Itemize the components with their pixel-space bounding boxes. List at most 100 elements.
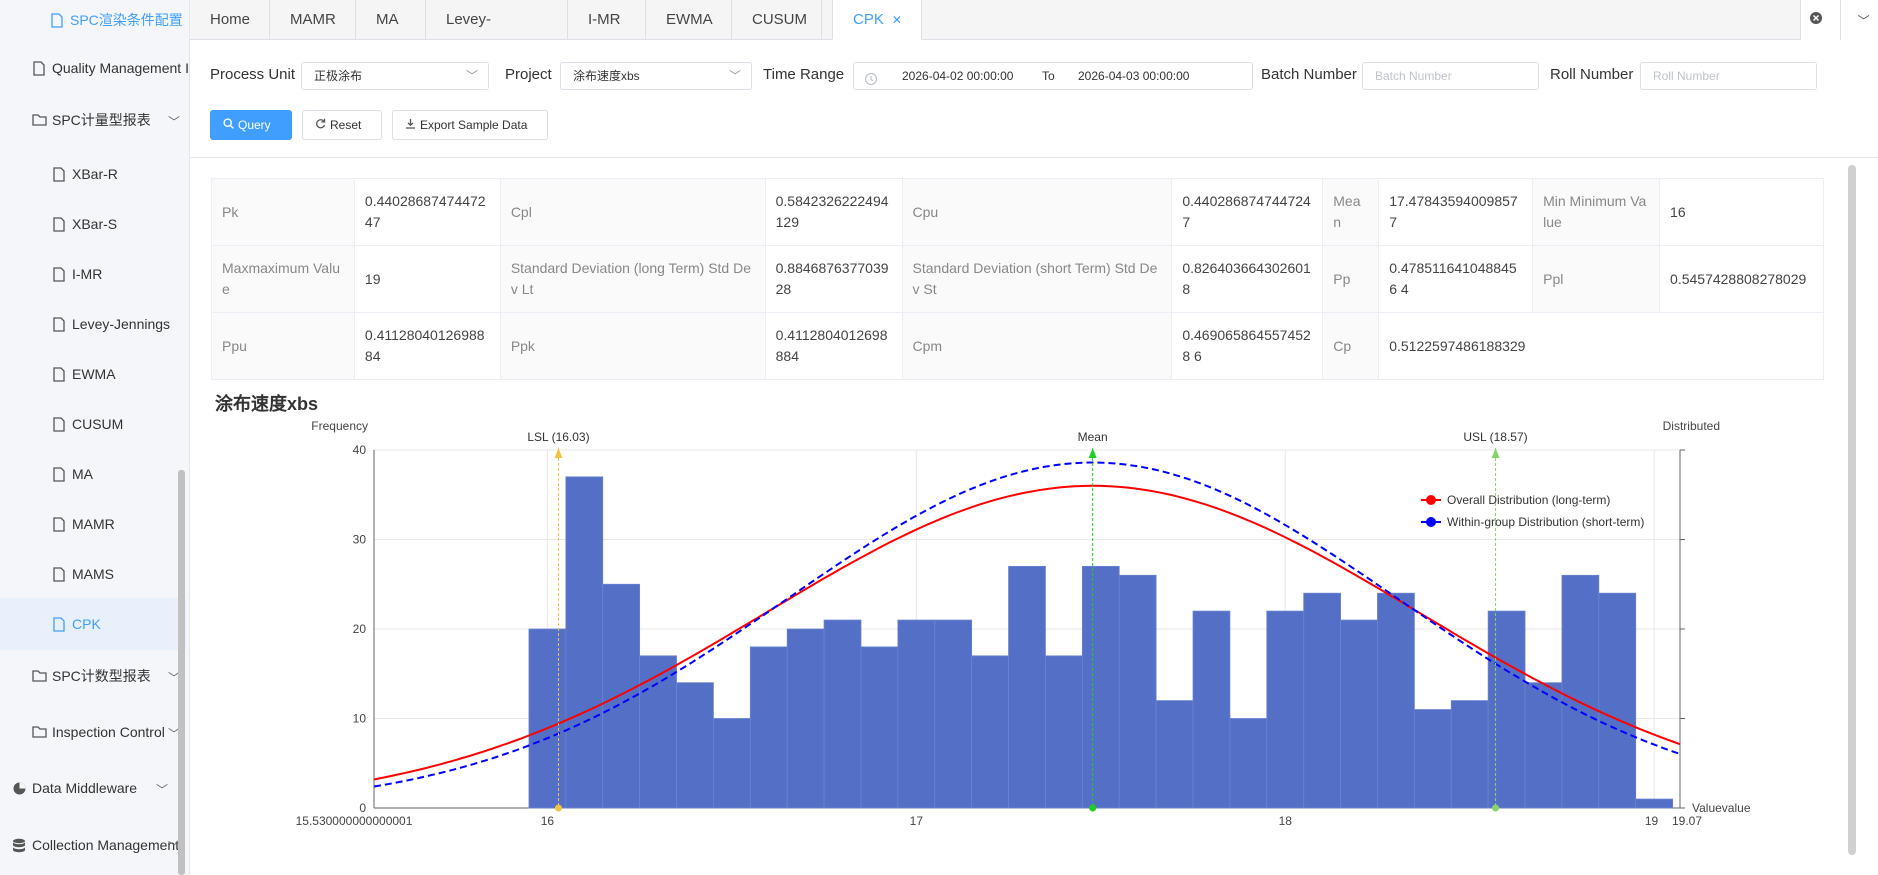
marker-dot (1089, 804, 1097, 812)
histogram-bar (1450, 700, 1489, 809)
chevron-down-icon: ﹀ (155, 783, 168, 797)
tab-label: EWMA (666, 11, 713, 28)
tab-cusum[interactable]: CUSUM (732, 0, 822, 40)
stat-key: Cpm (901, 312, 1173, 380)
stat-value: 0.5842326222494129 (764, 178, 903, 246)
tab-levey-jennings[interactable]: Levey-Jennings (426, 0, 568, 68)
time-start[interactable]: 2026-04-02 00:00:00 (902, 69, 1014, 83)
pie-chart-icon (12, 781, 26, 796)
histogram-bar (749, 646, 788, 809)
sidebar-group-collection-management[interactable]: Collection Management ﹀ (12, 825, 182, 865)
sidebar-item-levey-jennings[interactable]: Levey-Jennings (52, 304, 189, 344)
stat-key: Cpu (901, 178, 1173, 246)
search-icon (223, 111, 234, 139)
document-icon (52, 216, 66, 232)
sidebar-item-i-mr[interactable]: I-MR (52, 254, 189, 294)
process-unit-value: 正极涂布 (314, 69, 363, 83)
project-select[interactable]: 涂布速度xbs ﹀ (560, 62, 752, 90)
sidebar-item-label: Levey-Jennings (72, 316, 171, 332)
sidebar-item-xbar-s[interactable]: XBar-S (52, 204, 189, 244)
stat-value: 19 (353, 245, 501, 313)
tab-i-mr[interactable]: I-MR (568, 0, 646, 40)
marker-label: Mean (1078, 430, 1108, 444)
legend-dot (1426, 495, 1436, 505)
main-scrollbar[interactable] (1848, 165, 1856, 855)
sidebar-item-xbar-r[interactable]: XBar-R (52, 154, 189, 194)
batch-number-input[interactable]: Batch Number (1362, 62, 1539, 90)
chevron-down-icon: ﹀ (167, 115, 180, 129)
table-row: Ppu 0.4112804012698884 Ppk 0.4112804012698… (211, 312, 1824, 380)
histogram-bar (1598, 592, 1637, 809)
document-icon (52, 366, 66, 382)
histogram-bar (934, 619, 973, 809)
roll-number-label: Roll Number (1550, 66, 1634, 83)
sidebar-item-label: XBar-R (72, 166, 118, 182)
x-axis-label: Valuevalue (1692, 801, 1751, 815)
sidebar-item-ewma[interactable]: EWMA (52, 354, 189, 394)
sidebar-item-cpk[interactable]: CPK (0, 598, 186, 650)
folder-icon (32, 113, 47, 128)
sidebar-group-data-middleware[interactable]: Data Middleware ﹀ (12, 768, 182, 808)
sidebar-item-label: MA (72, 466, 93, 482)
tab-home[interactable]: Home (190, 0, 270, 40)
sidebar-item-mams[interactable]: MAMS (52, 554, 189, 594)
sidebar-item-spc-render-config[interactable]: SPC渲染条件配置 (50, 0, 189, 40)
x-tick-label: 17 (910, 814, 924, 828)
export-button-label: Export Sample Data (420, 118, 528, 132)
sidebar-item-label: CUSUM (72, 416, 124, 432)
export-sample-data-button[interactable]: Export Sample Data (392, 110, 548, 140)
close-icon[interactable]: ✕ (891, 13, 902, 27)
stat-key: Min Minimum Value (1532, 178, 1661, 246)
sidebar-group-inspection-control[interactable]: Inspection Control ﹀ (32, 712, 182, 752)
roll-number-input[interactable]: Roll Number (1640, 62, 1817, 90)
x-tick-label: 18 (1279, 814, 1293, 828)
cpk-histogram-chart: 0 10 20 30 40 LSL (16.03) Mean USL (18.57) Frequ… (296, 419, 1751, 828)
histogram-bar (528, 628, 567, 809)
y-tick-label: 10 (353, 712, 367, 726)
tab-cpk[interactable]: CPK ✕ (832, 0, 922, 40)
sidebar-item-label: CPK (72, 616, 101, 632)
stat-value: 0.5122597486188329 (1378, 312, 1824, 380)
document-icon (52, 416, 66, 432)
legend-label: Within-group Distribution (short-term) (1447, 515, 1644, 529)
histogram-bar (786, 628, 825, 809)
time-to-separator: To (1042, 69, 1055, 83)
histogram-bar (713, 718, 751, 809)
time-range-picker[interactable]: 2026-04-02 00:00:00 To 2026-04-03 00:00:… (853, 62, 1253, 90)
marker-label: USL (18.57) (1463, 430, 1527, 444)
sidebar-scrollbar[interactable] (178, 470, 185, 875)
sidebar-group-spc-metering[interactable]: SPC计量型报表 ﹀ (32, 100, 182, 140)
process-unit-select[interactable]: 正极涂布 ﹀ (301, 62, 489, 90)
sidebar-item-label: XBar-S (72, 216, 118, 232)
reset-button[interactable]: Reset (302, 110, 382, 140)
close-all-icon[interactable] (1809, 11, 1823, 30)
stat-value: 0.4402868747447247 (353, 178, 501, 246)
tab-label: CPK (853, 11, 884, 28)
sidebar-item-ma[interactable]: MA (52, 454, 189, 494)
time-end[interactable]: 2026-04-03 00:00:00 (1078, 69, 1190, 83)
chevron-down-icon: ﹀ (167, 671, 180, 685)
histogram-bar (676, 682, 714, 809)
sidebar-item-label: Quality Management I (52, 60, 189, 76)
sidebar-group-spc-counting[interactable]: SPC计数型报表 ﹀ (32, 656, 182, 696)
tab-ewma[interactable]: EWMA (646, 0, 732, 40)
tab-mamr[interactable]: MAMR (270, 0, 356, 40)
sidebar-item-quality-management[interactable]: Quality Management I (32, 48, 189, 88)
marker-label: LSL (16.03) (527, 430, 589, 444)
query-button[interactable]: Query (210, 110, 292, 140)
download-icon (405, 111, 416, 139)
sidebar-item-mamr[interactable]: MAMR (52, 504, 189, 544)
chevron-down-icon[interactable]: ﹀ (1857, 13, 1870, 28)
clock-icon (864, 69, 878, 95)
refresh-icon (315, 111, 326, 139)
stat-key: Pk (211, 178, 355, 246)
document-icon (50, 12, 64, 28)
sidebar-item-cusum[interactable]: CUSUM (52, 404, 189, 444)
histogram-bar (897, 619, 936, 809)
document-icon (52, 466, 66, 482)
tab-ma[interactable]: MA (356, 0, 426, 40)
chevron-down-icon: ﹀ (167, 840, 180, 854)
stat-value: 0.4690658645574528 6 (1171, 312, 1324, 380)
x-tick-label: 15.530000000000001 (296, 814, 413, 828)
histogram-bar (1081, 565, 1120, 809)
